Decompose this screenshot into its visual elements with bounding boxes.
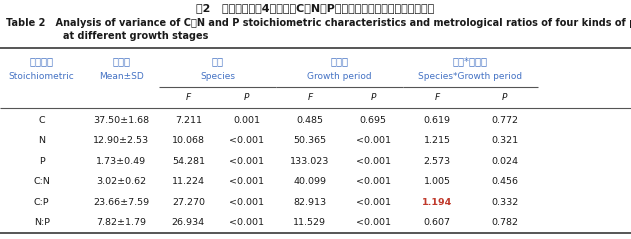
Text: 133.023: 133.023 — [290, 157, 329, 166]
Text: 物种*生长期: 物种*生长期 — [452, 56, 488, 66]
Text: N: N — [38, 136, 45, 145]
Text: 27.270: 27.270 — [172, 198, 205, 207]
Text: N:P: N:P — [33, 218, 50, 227]
Text: C:N: C:N — [33, 177, 50, 186]
Text: 26.934: 26.934 — [172, 218, 205, 227]
Text: <0.001: <0.001 — [229, 177, 264, 186]
Text: F: F — [186, 93, 191, 102]
Text: 0.321: 0.321 — [492, 136, 518, 145]
Text: 生长期: 生长期 — [330, 56, 348, 66]
Text: 0.619: 0.619 — [424, 116, 451, 125]
Text: Stoichiometric: Stoichiometric — [9, 72, 74, 81]
Text: <0.001: <0.001 — [356, 157, 391, 166]
Text: 3.02±0.62: 3.02±0.62 — [96, 177, 146, 186]
Text: <0.001: <0.001 — [356, 177, 391, 186]
Text: 12.90±2.53: 12.90±2.53 — [93, 136, 149, 145]
Text: P: P — [38, 157, 45, 166]
Text: <0.001: <0.001 — [229, 218, 264, 227]
Text: 7.211: 7.211 — [175, 116, 202, 125]
Text: 82.913: 82.913 — [293, 198, 326, 207]
Text: 0.695: 0.695 — [360, 116, 387, 125]
Text: 10.068: 10.068 — [172, 136, 205, 145]
Text: 0.772: 0.772 — [492, 116, 518, 125]
Text: 平均值: 平均值 — [112, 56, 130, 66]
Text: <0.001: <0.001 — [356, 218, 391, 227]
Text: 0.456: 0.456 — [492, 177, 518, 186]
Text: 化学计量: 化学计量 — [30, 56, 54, 66]
Text: 40.099: 40.099 — [293, 177, 326, 186]
Text: 1.005: 1.005 — [424, 177, 451, 186]
Text: <0.001: <0.001 — [229, 157, 264, 166]
Text: F: F — [435, 93, 440, 102]
Text: 0.332: 0.332 — [491, 198, 519, 207]
Text: 物种: 物种 — [211, 56, 223, 66]
Text: C: C — [38, 116, 45, 125]
Text: 54.281: 54.281 — [172, 157, 205, 166]
Text: 1.73±0.49: 1.73±0.49 — [96, 157, 146, 166]
Text: <0.001: <0.001 — [356, 198, 391, 207]
Text: Mean±SD: Mean±SD — [99, 72, 143, 81]
Text: <0.001: <0.001 — [229, 136, 264, 145]
Text: 2.573: 2.573 — [424, 157, 451, 166]
Text: C:P: C:P — [34, 198, 49, 207]
Text: 表2   不同生长期下4种植物的C、N、P化学计量特征及计量比的方差分析: 表2 不同生长期下4种植物的C、N、P化学计量特征及计量比的方差分析 — [196, 3, 435, 13]
Text: 1.194: 1.194 — [422, 198, 452, 207]
Text: <0.001: <0.001 — [229, 198, 264, 207]
Text: 0.001: 0.001 — [233, 116, 260, 125]
Text: 1.215: 1.215 — [424, 136, 451, 145]
Text: 50.365: 50.365 — [293, 136, 326, 145]
Text: 0.485: 0.485 — [297, 116, 323, 125]
Text: P: P — [370, 93, 376, 102]
Text: 11.529: 11.529 — [293, 218, 326, 227]
Text: Growth period: Growth period — [307, 72, 372, 81]
Text: F: F — [307, 93, 312, 102]
Text: 0.024: 0.024 — [492, 157, 518, 166]
Text: Table 2   Analysis of variance of C，N and P stoichiometric characteristics and m: Table 2 Analysis of variance of C，N and … — [6, 18, 631, 28]
Text: 23.66±7.59: 23.66±7.59 — [93, 198, 149, 207]
Text: 0.782: 0.782 — [492, 218, 518, 227]
Text: P: P — [244, 93, 249, 102]
Text: Species*Growth period: Species*Growth period — [418, 72, 522, 81]
Text: Species: Species — [200, 72, 235, 81]
Text: 0.607: 0.607 — [424, 218, 451, 227]
Text: 37.50±1.68: 37.50±1.68 — [93, 116, 149, 125]
Text: <0.001: <0.001 — [356, 136, 391, 145]
Text: 11.224: 11.224 — [172, 177, 205, 186]
Text: P: P — [502, 93, 507, 102]
Text: 7.82±1.79: 7.82±1.79 — [96, 218, 146, 227]
Text: at different growth stages: at different growth stages — [63, 31, 208, 41]
